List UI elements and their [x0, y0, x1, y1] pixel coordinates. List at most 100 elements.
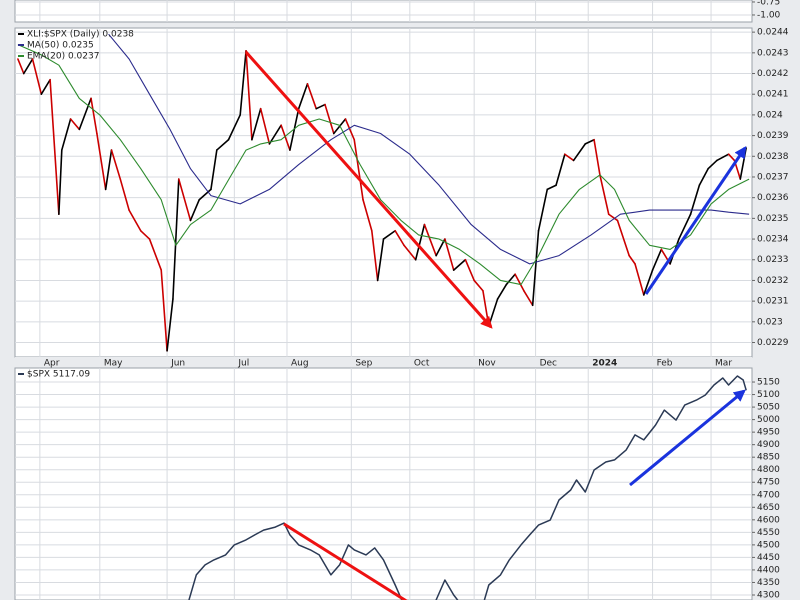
y-tick-label: 4900 — [757, 440, 780, 450]
legend-label: XLI:$SPX (Daily) 0.0238 — [27, 30, 134, 40]
price-segment — [537, 188, 549, 232]
x-axis-band — [15, 357, 752, 368]
price-segment — [414, 223, 426, 261]
price-segment — [259, 107, 271, 145]
y-tick-label: 0.0237 — [757, 172, 789, 182]
price-segment — [128, 209, 142, 232]
y-tick-label: 0.0234 — [757, 235, 789, 245]
y-tick-label: 0.023 — [757, 317, 783, 327]
y-tick-label: 0.0239 — [757, 131, 789, 141]
y-tick-label: 5150 — [757, 378, 780, 388]
price-segment — [177, 178, 192, 222]
x-tick-label: Dec — [540, 359, 557, 369]
panel — [15, 28, 752, 357]
plot-area — [14, 367, 753, 600]
price-segment — [49, 78, 60, 216]
price-segment — [376, 238, 385, 282]
price-segment — [245, 49, 253, 141]
price-segment — [324, 103, 335, 135]
legend-label: MA(50) 0.0235 — [27, 41, 94, 51]
price-segment — [678, 213, 692, 240]
price-segment — [371, 229, 379, 282]
price-segment — [423, 223, 437, 257]
y-tick-label: 4850 — [757, 453, 780, 463]
price-segment — [584, 138, 595, 145]
price-segment — [634, 263, 645, 296]
y-tick-label: 4800 — [757, 465, 780, 475]
x-tick-label: Jul — [237, 359, 249, 369]
price-segment — [444, 238, 455, 271]
plot-area — [14, 27, 753, 358]
y-tick-label: -0.75 — [757, 0, 780, 7]
price-segment — [280, 124, 291, 151]
y-tick-label: 0.0241 — [757, 90, 789, 100]
x-tick-label: Apr — [44, 359, 60, 369]
legend-label: $SPX 5117.09 — [27, 370, 90, 380]
panel — [15, 368, 752, 600]
plot-layer: -0.75 -1.00 0.0229 0.023 0.0231 0.0232 0.0233 0… — [14, 0, 789, 600]
price-segment — [268, 124, 282, 145]
price-segment — [344, 118, 356, 141]
price-segment — [464, 258, 475, 282]
price-segment — [727, 153, 736, 162]
y-tick-label: 5100 — [757, 390, 780, 400]
y-tick-label: 0.0229 — [757, 338, 789, 348]
price-segment — [189, 198, 201, 222]
legend-label: EMA(20) 0.0237 — [27, 52, 99, 62]
series-line — [17, 44, 750, 286]
x-tick-label: 2024 — [592, 359, 617, 369]
price-segment — [306, 83, 318, 110]
price-segment — [651, 248, 663, 271]
price-segment — [60, 118, 72, 151]
y-tick-label: 0.0231 — [757, 297, 789, 307]
y-tick-label: 0.0243 — [757, 48, 789, 58]
price-segment — [593, 138, 601, 176]
y-tick-label: 0.0238 — [757, 152, 789, 162]
series-line — [108, 33, 750, 265]
price-segment — [546, 184, 557, 191]
y-tick-label: 4700 — [757, 490, 780, 500]
series-line — [188, 375, 747, 600]
price-segment — [599, 174, 610, 216]
price-segment — [17, 58, 25, 75]
y-tick-label: 4500 — [757, 540, 780, 550]
y-tick-label: 4450 — [757, 553, 780, 563]
price-segment — [227, 114, 241, 141]
price-segment — [40, 78, 51, 96]
price-segment — [628, 254, 636, 265]
price-segment — [78, 97, 92, 131]
price-segment — [69, 118, 81, 131]
price-segment — [452, 258, 467, 271]
x-tick-label: May — [104, 359, 123, 369]
price-segment — [166, 298, 174, 352]
y-tick-label: 4300 — [757, 590, 780, 600]
price-segment — [148, 238, 163, 271]
price-segment — [496, 283, 508, 300]
y-tick-label: 4550 — [757, 528, 780, 538]
y-tick-label: 4350 — [757, 578, 780, 588]
y-tick-label: -1.00 — [757, 10, 781, 20]
y-tick-label: 5050 — [757, 403, 780, 413]
x-tick-label: Sep — [355, 359, 372, 369]
y-tick-label: 4750 — [757, 478, 780, 488]
y-tick-label: 4950 — [757, 428, 780, 438]
price-segment — [382, 229, 396, 240]
plot-area — [14, 0, 753, 23]
price-segment — [251, 107, 262, 141]
x-tick-label: Nov — [478, 359, 496, 369]
price-segment — [353, 138, 364, 201]
price-segment — [607, 213, 619, 222]
price-segment — [572, 143, 587, 162]
price-segment — [58, 149, 63, 216]
price-segment — [394, 229, 405, 247]
price-segment — [403, 244, 417, 261]
annotations — [244, 51, 747, 600]
panel — [15, 0, 752, 22]
price-segment — [139, 229, 151, 240]
price-segment — [362, 198, 373, 232]
price-segment — [555, 153, 566, 187]
y-tick-label: 0.0232 — [757, 276, 789, 286]
x-tick-label: Jun — [170, 359, 185, 369]
price-segment — [198, 188, 212, 201]
trend-arrow — [629, 389, 746, 487]
